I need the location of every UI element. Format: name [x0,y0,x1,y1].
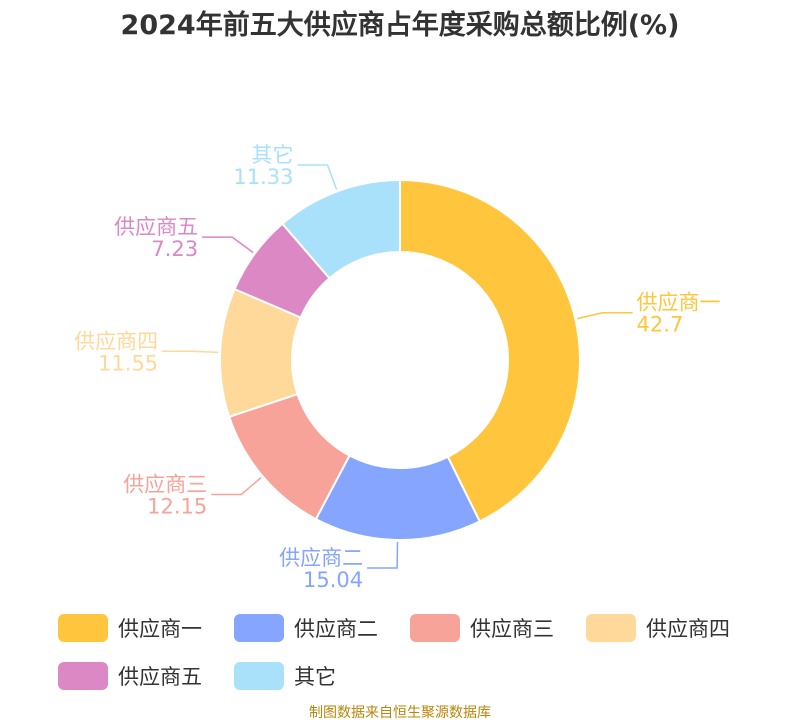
slice-label-name: 供应商五 [114,215,198,239]
slice-label-name: 供应商四 [74,329,158,353]
leader-line-1 [577,311,633,320]
legend-label-3: 供应商三 [470,617,554,641]
legend-swatch-4 [586,614,636,642]
slice-label-value: 15.04 [303,568,363,592]
slice-label-name: 供应商三 [123,472,207,496]
legend-label-1: 供应商一 [118,617,202,641]
slice-label-name: 供应商一 [637,291,721,315]
slice-6 [281,178,401,280]
leader-line-3 [211,477,262,496]
leader-line-6 [297,164,338,190]
slice-label-value: 12.15 [147,494,207,518]
pie-slices [219,178,581,541]
slice-label-value: 11.55 [98,351,158,375]
legend-label-5: 供应商五 [118,665,202,689]
legend-label-2: 供应商二 [294,617,378,641]
chart-title: 2024年前五大供应商占年度采购总额比例(%) [121,9,680,41]
legend-label-4: 供应商四 [646,617,730,641]
slice-label-value: 7.23 [151,237,198,261]
legend-swatch-1 [58,614,108,642]
slice-label-name: 供应商二 [279,546,363,570]
slice-label-value: 42.7 [637,313,684,337]
leader-line-5 [202,236,254,254]
legend-swatch-2 [234,614,284,642]
leader-line-4 [162,350,219,354]
slice-1 [399,178,581,523]
legend-swatch-3 [410,614,460,642]
slice-label-name: 其它 [252,143,294,167]
data-source-note: 制图数据来自恒生聚源数据库 [309,705,491,720]
legend-swatch-6 [234,662,284,690]
legend-swatch-5 [58,662,108,690]
leader-line-2 [367,541,399,569]
slice-label-value: 11.33 [233,165,293,189]
legend-label-6: 其它 [294,665,336,689]
